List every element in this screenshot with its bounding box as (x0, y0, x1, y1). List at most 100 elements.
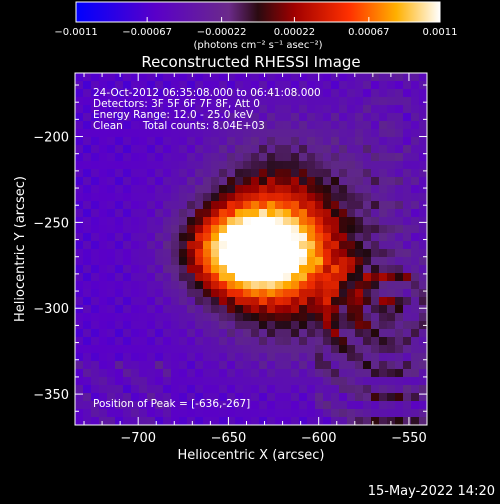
heatmap-cell (347, 281, 356, 290)
heatmap-cell (139, 97, 148, 106)
heatmap-cell (179, 169, 188, 178)
heatmap-cell (395, 329, 404, 338)
heatmap-cell (147, 225, 156, 234)
heatmap-cell (243, 137, 252, 146)
heatmap-cell (187, 121, 196, 130)
heatmap-cell (211, 89, 220, 98)
heatmap-cell (115, 297, 124, 306)
heatmap-cell (107, 177, 116, 186)
heatmap-cell (331, 225, 340, 234)
heatmap-cell (395, 305, 404, 314)
heatmap-cell (131, 169, 140, 178)
heatmap-cell (323, 289, 332, 298)
heatmap-cell (187, 297, 196, 306)
heatmap-cell (267, 305, 276, 314)
heatmap-cell (259, 313, 268, 322)
heatmap-cell (235, 185, 244, 194)
heatmap-cell (147, 185, 156, 194)
heatmap-cell (371, 401, 380, 410)
heatmap-cell (379, 73, 388, 82)
heatmap-cell (299, 145, 308, 154)
heatmap-cell (179, 417, 188, 425)
heatmap-cell (339, 145, 348, 154)
heatmap-cell (395, 265, 404, 274)
heatmap-cell (403, 289, 412, 298)
heatmap-cell (395, 81, 404, 90)
heatmap-cell (299, 273, 308, 282)
heatmap-cell (283, 281, 292, 290)
heatmap-cell (163, 129, 172, 138)
heatmap-cell (259, 369, 268, 378)
heatmap-cell (347, 121, 356, 130)
heatmap-cell (219, 201, 228, 210)
heatmap-cell (99, 201, 108, 210)
heatmap-cell (387, 177, 396, 186)
heatmap-cell (211, 81, 220, 90)
heatmap-cell (315, 337, 324, 346)
heatmap-cell (283, 193, 292, 202)
heatmap-cell (347, 369, 356, 378)
annotation-detectors: Detectors: 3F 5F 6F 7F 8F, Att 0 (93, 98, 260, 110)
heatmap-cell (387, 161, 396, 170)
heatmap-cell (75, 145, 84, 154)
heatmap-cell (219, 89, 228, 98)
heatmap-cell (419, 121, 427, 130)
heatmap-cell (155, 97, 164, 106)
heatmap-cell (99, 305, 108, 314)
heatmap-cell (291, 73, 300, 82)
heatmap-cell (219, 329, 228, 338)
heatmap-cell (235, 249, 244, 258)
heatmap-cell (419, 209, 427, 218)
heatmap-cell (387, 297, 396, 306)
heatmap-cell (195, 217, 204, 226)
heatmap-cell (187, 249, 196, 258)
heatmap-cell (251, 337, 260, 346)
heatmap-cell (275, 305, 284, 314)
heatmap-cell (291, 217, 300, 226)
heatmap-cell (211, 265, 220, 274)
heatmap-cell (339, 361, 348, 370)
heatmap-cell (107, 361, 116, 370)
heatmap-cell (267, 241, 276, 250)
heatmap-cell (91, 105, 100, 114)
heatmap-cell (171, 337, 180, 346)
heatmap-cell (155, 185, 164, 194)
heatmap-cell (403, 337, 412, 346)
heatmap-cell (75, 353, 84, 362)
heatmap-cell (243, 329, 252, 338)
heatmap-cell (371, 305, 380, 314)
heatmap-cell (299, 353, 308, 362)
heatmap-cell (115, 73, 124, 82)
heatmap-cell (363, 209, 372, 218)
heatmap-cell (107, 385, 116, 394)
heatmap-cell (243, 209, 252, 218)
heatmap-cell (395, 241, 404, 250)
heatmap-cell (219, 81, 228, 90)
heatmap-cell (331, 369, 340, 378)
heatmap-cell (99, 129, 108, 138)
heatmap-cell (307, 89, 316, 98)
heatmap-cell (187, 113, 196, 122)
heatmap-cell (267, 177, 276, 186)
heatmap-cell (179, 369, 188, 378)
heatmap-cell (107, 201, 116, 210)
heatmap-cell (403, 129, 412, 138)
heatmap-cell (251, 401, 260, 410)
heatmap-cell (299, 369, 308, 378)
heatmap-cell (339, 169, 348, 178)
heatmap-cell (291, 137, 300, 146)
heatmap-cell (387, 241, 396, 250)
heatmap-cell (419, 337, 427, 346)
heatmap-cell (267, 137, 276, 146)
heatmap-cell (211, 369, 220, 378)
heatmap-cell (371, 225, 380, 234)
heatmap-cell (387, 345, 396, 354)
heatmap-cell (403, 393, 412, 402)
heatmap-cell (395, 97, 404, 106)
heatmap-cell (243, 177, 252, 186)
heatmap-cell (99, 169, 108, 178)
heatmap-cell (371, 409, 380, 418)
heatmap-cell (163, 353, 172, 362)
heatmap-cell (75, 129, 84, 138)
heatmap-cell (115, 305, 124, 314)
